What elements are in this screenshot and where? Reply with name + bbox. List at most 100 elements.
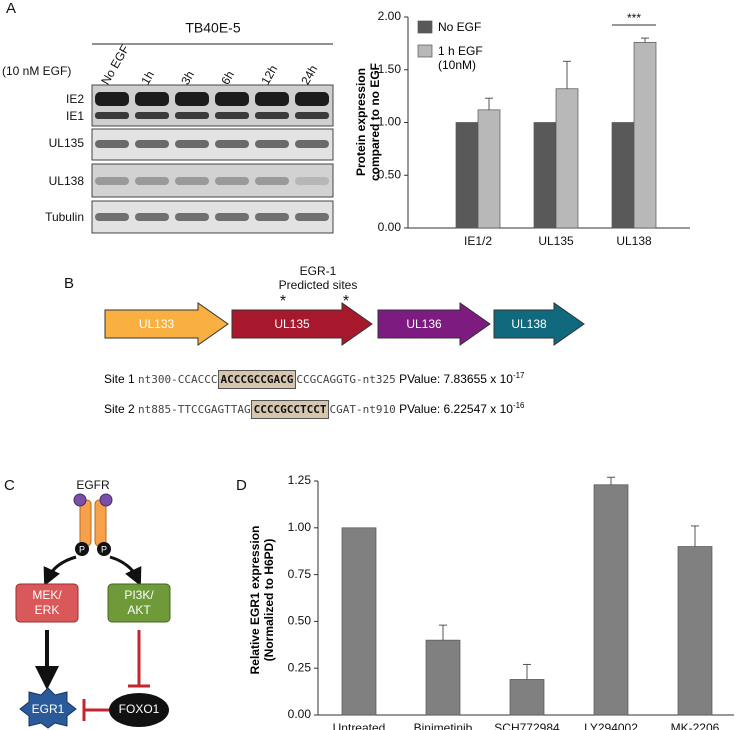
lane-label: 12h bbox=[258, 63, 280, 87]
blot-band bbox=[295, 112, 329, 119]
row-label: IE1 bbox=[66, 109, 84, 123]
pvalue-exponent: -17 bbox=[512, 371, 525, 380]
panel-label: B bbox=[64, 275, 74, 292]
site-marker: * bbox=[343, 293, 349, 310]
legend-swatch bbox=[417, 20, 433, 34]
blot-band bbox=[95, 177, 129, 185]
blot-band bbox=[255, 213, 289, 221]
sequence: nt300-CCACCC bbox=[138, 373, 218, 386]
lane-label: 3h bbox=[178, 69, 197, 88]
pi3k-node bbox=[107, 583, 171, 623]
pvalue-exponent: -16 bbox=[512, 401, 525, 410]
site-annotation: EGR-1 bbox=[300, 264, 337, 278]
row-label: Tubulin bbox=[45, 210, 84, 224]
binding-site: ACCCGCCGACG bbox=[217, 370, 297, 389]
bar bbox=[677, 546, 713, 716]
significance-label: *** bbox=[627, 11, 641, 25]
blot-band bbox=[95, 112, 129, 119]
bar bbox=[555, 88, 579, 229]
sequence: CGAT-nt910 bbox=[329, 403, 396, 416]
row-label: UL135 bbox=[49, 136, 85, 150]
activation-arrow bbox=[109, 555, 142, 587]
y-tick-label: 1.00 bbox=[288, 520, 312, 534]
blot-band bbox=[135, 92, 169, 106]
node-label: MEK/ bbox=[32, 588, 62, 602]
y-tick-label: 0.00 bbox=[288, 707, 312, 721]
gene-label: UL136 bbox=[406, 317, 442, 331]
mek-node bbox=[15, 583, 79, 623]
site-label: Site 2 bbox=[104, 402, 135, 416]
node-label: AKT bbox=[127, 603, 151, 617]
blot-band bbox=[255, 112, 289, 119]
blot-panel bbox=[91, 84, 334, 127]
egr1-node bbox=[19, 687, 77, 729]
bar bbox=[633, 41, 657, 229]
node-label: FOXO1 bbox=[119, 702, 160, 716]
blot-band bbox=[135, 140, 169, 148]
x-tick-label: MK-2206 bbox=[671, 721, 720, 730]
lane-label: No EGF bbox=[98, 43, 132, 88]
bar bbox=[509, 679, 545, 716]
lane-label: 24h bbox=[298, 63, 320, 87]
gene-arrow bbox=[231, 302, 373, 346]
lane-label: 6h bbox=[218, 69, 237, 88]
gene-label: UL135 bbox=[274, 317, 310, 331]
blot-band bbox=[95, 140, 129, 148]
site-annotation: Predicted sites bbox=[279, 278, 358, 292]
site-row: Site 1 nt300-CCACCC ACCCGCCGACG CCGCAGGTG-… bbox=[104, 370, 525, 389]
gene-arrow bbox=[377, 302, 491, 346]
blot-panel bbox=[91, 163, 334, 198]
y-axis-label: Relative EGR1 expression (Normalized to … bbox=[248, 525, 276, 675]
x-tick-label: UL138 bbox=[616, 234, 652, 248]
y-tick-label: 2.00 bbox=[378, 9, 402, 23]
blot-band bbox=[135, 112, 169, 119]
gene-label: UL133 bbox=[139, 317, 175, 331]
x-tick-label: Binimetinib bbox=[414, 721, 473, 730]
blot-band bbox=[255, 140, 289, 148]
blot-band bbox=[295, 177, 329, 185]
y-tick-label: 0.75 bbox=[288, 567, 312, 581]
x-tick-label: SCH772984 bbox=[494, 721, 560, 730]
node-label: PI3K/ bbox=[124, 588, 154, 602]
panel-label: A bbox=[6, 0, 16, 17]
y-tick-label: 0.50 bbox=[378, 167, 402, 181]
node-label: ERK bbox=[35, 603, 60, 617]
blot-band bbox=[215, 177, 249, 185]
node-label: EGR1 bbox=[32, 702, 65, 716]
gene-arrow bbox=[493, 302, 585, 346]
receptor-chain bbox=[79, 499, 92, 547]
y-axis-label: Protein expression compared to no EGF bbox=[354, 63, 382, 182]
y-tick-label: 1.00 bbox=[378, 115, 402, 129]
blot-title: TB40E-5 bbox=[185, 20, 240, 36]
x-tick-label: IE1/2 bbox=[464, 234, 492, 248]
blot-band bbox=[95, 92, 129, 106]
x-tick-label: UL135 bbox=[538, 234, 574, 248]
receptor-label: EGFR bbox=[76, 478, 110, 492]
blot-panel bbox=[91, 128, 334, 161]
blot-band bbox=[255, 177, 289, 185]
pvalue: PValue: 6.22547 x 10 bbox=[399, 402, 513, 416]
receptor-chain bbox=[94, 499, 107, 547]
bar bbox=[455, 122, 479, 229]
gene-arrow bbox=[104, 302, 229, 346]
blot-band bbox=[215, 140, 249, 148]
bar bbox=[611, 122, 635, 229]
legend-label: No EGF bbox=[438, 20, 482, 34]
ligand bbox=[73, 493, 87, 507]
blot-band bbox=[215, 112, 249, 119]
x-tick-label: LY294002 bbox=[584, 721, 638, 730]
binding-site: CCCCGCCTCCT bbox=[250, 400, 330, 419]
treatment-label: (10 nM EGF) bbox=[2, 64, 71, 78]
row-label: IE2 bbox=[66, 92, 84, 106]
blot-band bbox=[215, 92, 249, 106]
y-tick-label: 1.50 bbox=[378, 62, 402, 76]
phospho-label: P bbox=[101, 544, 107, 554]
blot-band bbox=[255, 92, 289, 106]
blot-panel bbox=[91, 200, 334, 234]
lane-label: 1h bbox=[138, 69, 157, 88]
phospho-label: P bbox=[79, 544, 85, 554]
y-tick-label: 0.00 bbox=[378, 220, 402, 234]
legend-swatch bbox=[417, 44, 433, 58]
